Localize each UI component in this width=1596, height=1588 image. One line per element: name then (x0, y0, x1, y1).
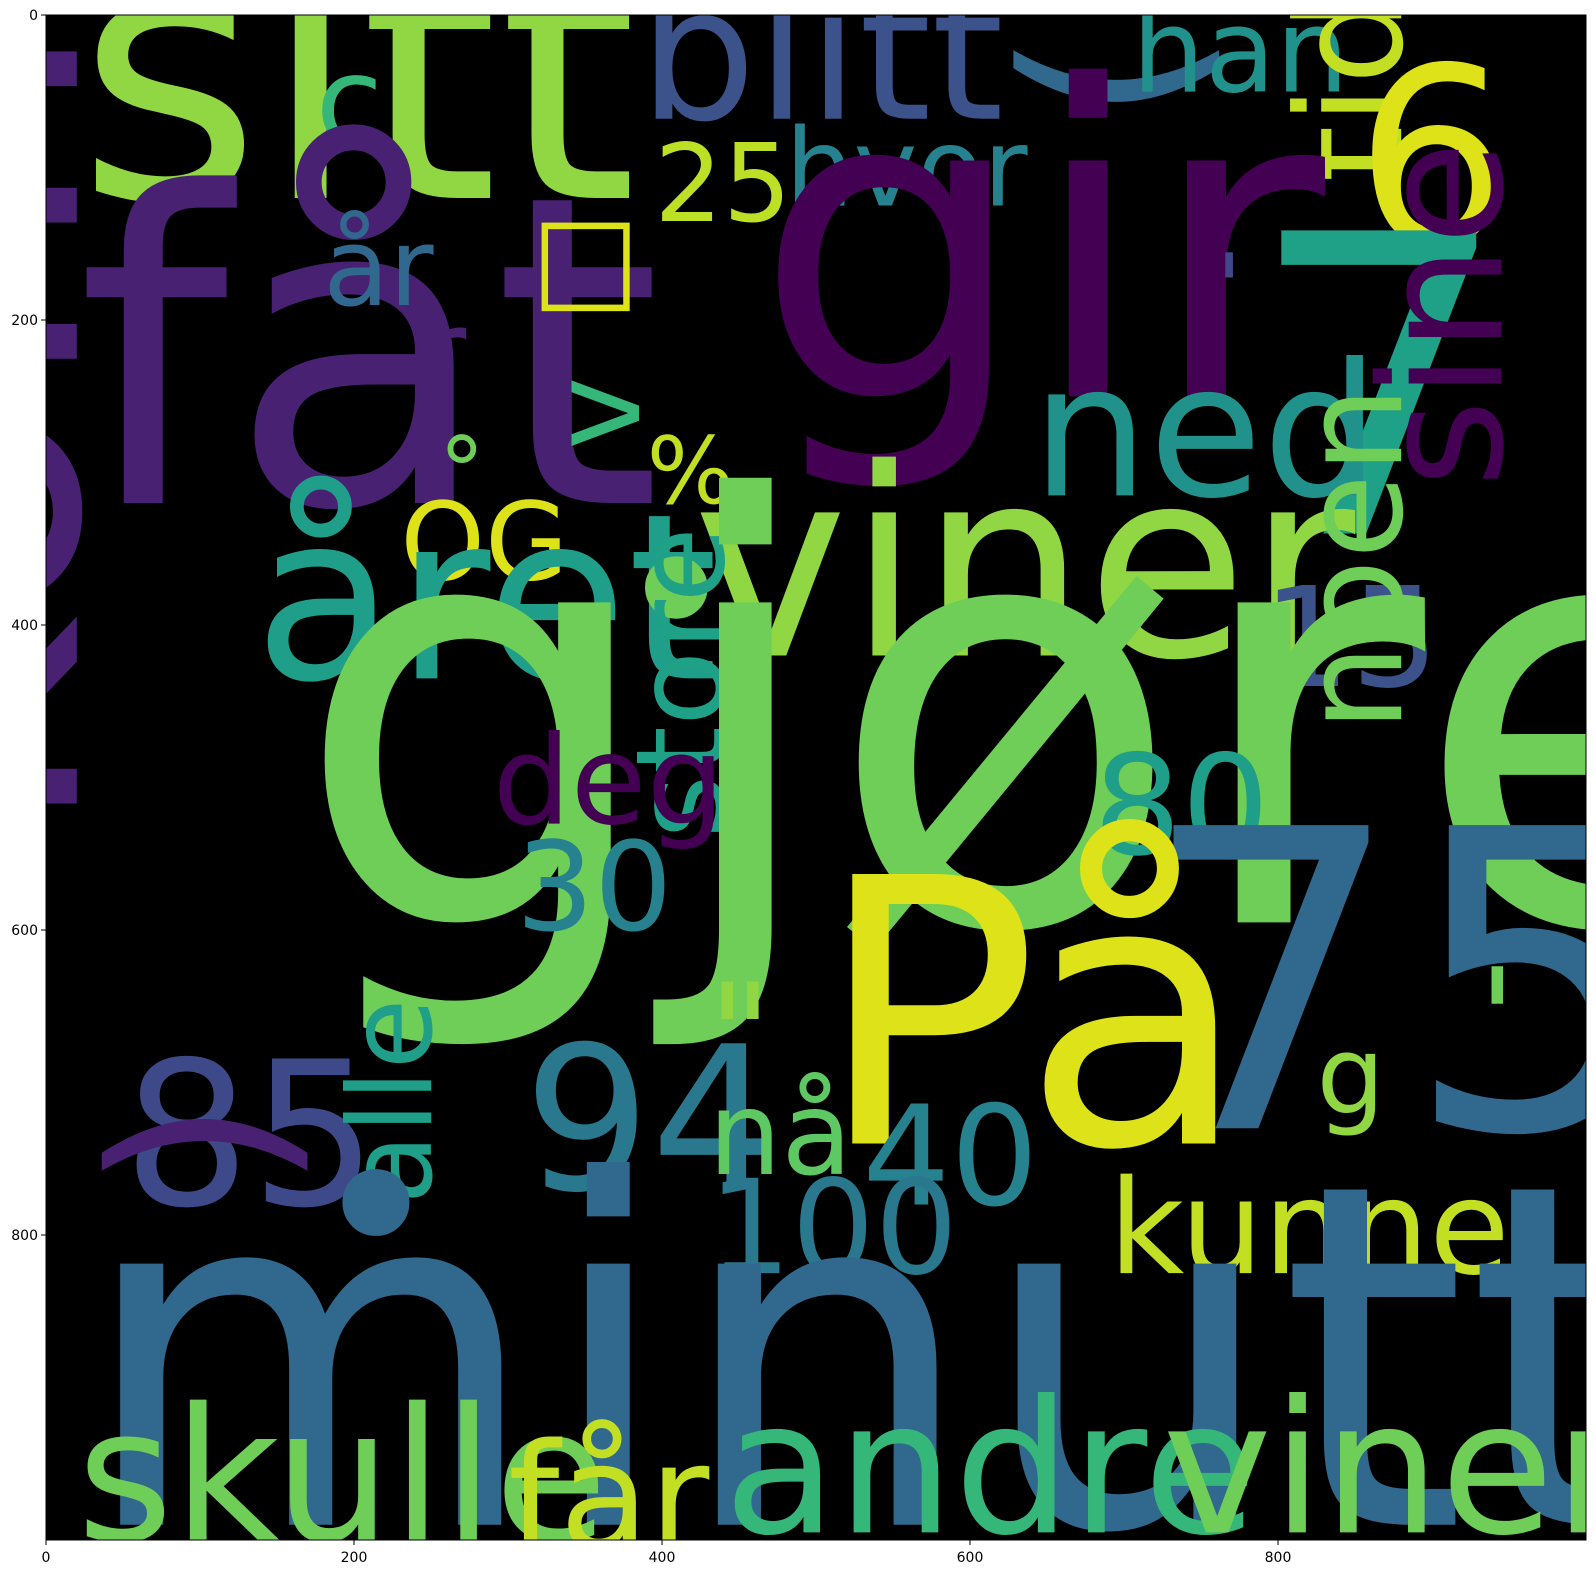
word-51: vinene (1163, 1360, 1596, 1576)
y-tick-label-0: 0 (29, 8, 38, 24)
word-41: g (1317, 1014, 1385, 1139)
word-36: ' (1478, 938, 1516, 1100)
word-38: ) (64, 1099, 332, 1189)
word-26: 15 (1263, 557, 1439, 719)
x-axis: 0 200 400 600 800 (42, 1540, 1292, 1566)
word-29: gjøre (292, 380, 1596, 1061)
word-0: sitt (77, 0, 638, 282)
word-17: v (526, 377, 669, 450)
plot-background (46, 15, 1586, 1540)
word-35: " (708, 954, 772, 1116)
word-19: ° (439, 417, 485, 525)
word-25: kom (0, 19, 168, 839)
y-tick-label-3: 600 (11, 923, 38, 939)
y-axis: 0 200 400 600 800 (11, 8, 46, 1244)
word-32: 30 (516, 817, 673, 960)
word-42: 40 (862, 1076, 1038, 1238)
word-12: år (323, 206, 434, 331)
word-10: fåt (77, 103, 662, 605)
word-34: På (816, 802, 1249, 1232)
word-6: 6 (1355, 16, 1512, 303)
word-50: andre (724, 1360, 1257, 1576)
word-49: får (508, 1412, 710, 1583)
word-11: □ (531, 191, 640, 325)
y-tick-label-2: 400 (11, 618, 38, 634)
word-28: store (611, 527, 754, 839)
word-21: OG (400, 480, 568, 605)
x-tick-label-3: 600 (957, 1550, 984, 1566)
axes-frame (45, 14, 1587, 1541)
word-15: sine (1344, 141, 1541, 488)
word-39: 94 (523, 1004, 778, 1237)
word-18: ned (1032, 323, 1380, 539)
word-20: % (647, 417, 735, 525)
word-3: ( (976, 32, 1244, 122)
word-44: 100 (708, 1152, 958, 1304)
x-tick-label-1: 200 (341, 1550, 368, 1566)
word-23: året (254, 465, 718, 733)
y-tick-label-1: 200 (11, 313, 38, 329)
word-22: viner (693, 413, 1358, 718)
word-24: • (613, 468, 740, 719)
word-2: c (316, 32, 384, 175)
word-4: han (1132, 0, 1349, 119)
word-46: minutter (77, 1082, 1596, 1588)
word-7: 25 (654, 122, 791, 247)
word-33: 75 (1139, 743, 1596, 1227)
word-5: tid (1265, 0, 1436, 183)
word-40: nå (708, 1068, 852, 1202)
word-45: kunne (1109, 1152, 1510, 1304)
word-30: deg (493, 710, 725, 853)
word-47: • (308, 1075, 444, 1343)
word-31: 80 (1093, 725, 1269, 887)
x-tick-label-0: 0 (42, 1550, 51, 1566)
word-37: 85 (123, 1020, 378, 1253)
word-16: r (416, 283, 467, 426)
x-tick-label-2: 400 (649, 1550, 676, 1566)
y-tick-label-4: 800 (11, 1228, 38, 1244)
x-tick-label-4: 800 (1265, 1550, 1292, 1566)
word-14: ' (1216, 234, 1241, 342)
word-1: blitt (639, 0, 1004, 163)
word-9: gir (754, 0, 1329, 498)
word-43: alle (325, 998, 459, 1204)
word-8: hvor (785, 107, 1028, 232)
word-48: skulle (77, 1368, 608, 1584)
word-27: noen (1272, 386, 1434, 732)
word-13: 7 (1247, 149, 1512, 633)
